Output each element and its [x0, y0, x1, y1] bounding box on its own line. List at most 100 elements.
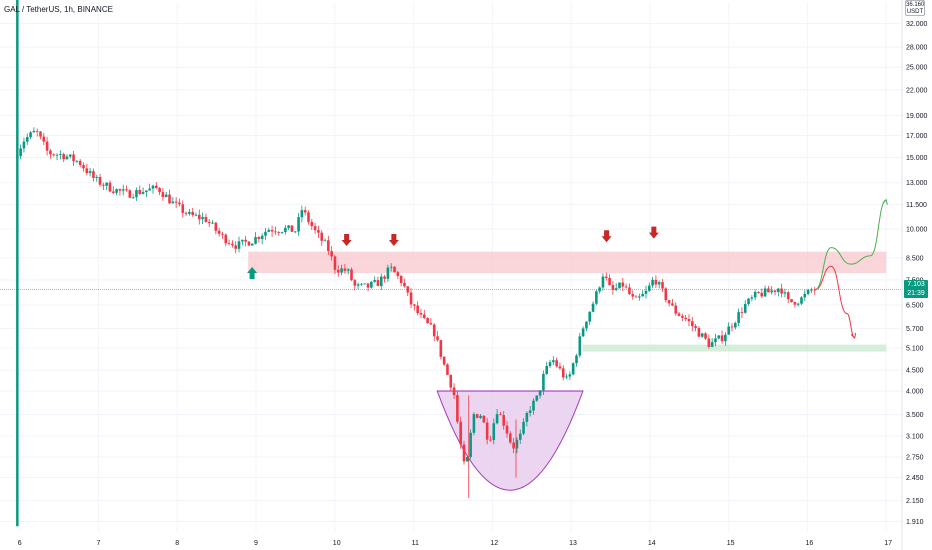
resistance-down-arrow [648, 226, 659, 239]
candle-body [194, 214, 198, 216]
support-up-arrow [247, 266, 258, 279]
candle-body [108, 182, 112, 192]
candle-body [154, 185, 158, 189]
y-tick-label: 4.500 [906, 368, 924, 375]
candle-body [161, 192, 165, 198]
candle-body [671, 303, 674, 306]
candle-body [585, 321, 588, 329]
last-price: 7.103 [907, 281, 925, 288]
chart-title: GAL / TetherUS, 1h, BINANCE [4, 5, 113, 14]
candle-body [188, 211, 191, 214]
candle-body [131, 197, 135, 199]
candle-body [379, 276, 383, 287]
candle-body [667, 300, 671, 304]
candle-body [495, 414, 499, 424]
candle-body [241, 239, 244, 242]
candle-body [75, 160, 79, 162]
candle-body [657, 282, 661, 285]
candle-body [323, 240, 327, 242]
candle-body [700, 333, 704, 337]
candle-body [608, 277, 611, 286]
candle-body [409, 292, 413, 305]
candle-body [628, 287, 631, 295]
x-tick-label: 12 [490, 540, 498, 547]
candle-body [88, 171, 92, 173]
candle-body [611, 285, 615, 290]
candle-body [505, 425, 509, 434]
y-tick-label: 6.500 [906, 303, 924, 310]
y-tick-label: 2.750 [906, 455, 924, 462]
candle-body [747, 298, 750, 304]
candle-body [548, 362, 552, 366]
candle-body [786, 292, 790, 300]
support-zone [582, 344, 887, 352]
candle-body [201, 217, 204, 220]
candle-body [35, 130, 39, 132]
candle-body [634, 296, 638, 298]
candle-body [310, 221, 314, 227]
candle-body [482, 415, 486, 423]
candle-body [224, 234, 228, 244]
candle-body [72, 154, 75, 161]
candle-body [207, 221, 211, 223]
candle-body [42, 136, 46, 142]
candle-body [545, 365, 549, 374]
candle-body [740, 312, 744, 313]
y-tick-label: 2.450 [906, 475, 924, 482]
candle-body [280, 232, 284, 233]
candle-body [720, 335, 724, 342]
y-tick-label: 1.910 [906, 519, 924, 526]
candle-body [654, 279, 658, 285]
x-tick-label: 14 [648, 540, 656, 547]
bearish-projection [815, 265, 856, 339]
candle-body [509, 433, 512, 443]
candle-body [366, 283, 370, 288]
candle-body [595, 291, 598, 304]
bullish-projection-head [882, 198, 888, 205]
candle-body [439, 340, 443, 357]
candle-body [356, 284, 360, 286]
candle-body [32, 130, 36, 133]
candle-body [413, 304, 416, 306]
candle-body [436, 336, 439, 341]
candle-body [571, 363, 575, 375]
candle-body [499, 414, 502, 416]
candle-body [264, 231, 267, 236]
candle-body [29, 132, 32, 138]
candle-body [257, 237, 261, 240]
candle-body [45, 141, 49, 151]
candle-body [753, 291, 757, 298]
candle-body [690, 321, 694, 327]
y-tick-label: 32.000 [906, 21, 928, 28]
candle-body [518, 433, 522, 440]
candle-body [783, 292, 787, 294]
y-tick-label: 17.000 [906, 133, 928, 140]
candle-body [489, 439, 492, 441]
candle-body [247, 241, 251, 246]
candle-body [743, 303, 747, 313]
currency-badge[interactable]: 36.160 USDT [905, 0, 925, 16]
candle-body [125, 189, 128, 191]
candle-body [68, 154, 72, 157]
candle-body [102, 184, 105, 186]
candle-body [730, 326, 734, 328]
candle-body [475, 414, 479, 418]
candle-body [704, 333, 707, 339]
bar-countdown: 21:39 [907, 290, 925, 297]
candle-body [151, 185, 155, 189]
candle-body [237, 241, 241, 249]
candle-body [386, 267, 390, 279]
candle-body [442, 356, 446, 365]
candle-body [393, 266, 396, 273]
candle-body [565, 376, 568, 378]
candle-body [674, 305, 678, 314]
candle-body [525, 412, 529, 422]
candle-body [581, 328, 585, 337]
candle-body [105, 182, 108, 186]
candle-body [575, 355, 578, 364]
candle-body [383, 276, 386, 279]
candle-body [641, 293, 644, 297]
candle-body [363, 283, 367, 285]
candle-body [284, 227, 287, 233]
